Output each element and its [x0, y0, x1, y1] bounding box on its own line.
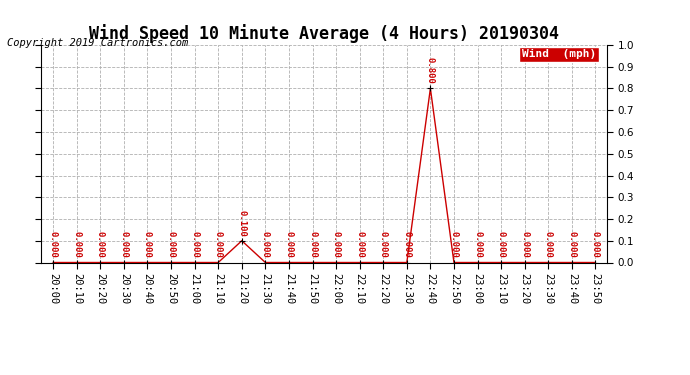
Text: 0.000: 0.000	[190, 231, 199, 258]
Text: 0.000: 0.000	[49, 231, 58, 258]
Text: 0.000: 0.000	[143, 231, 152, 258]
Text: 0.000: 0.000	[355, 231, 364, 258]
Text: 0.100: 0.100	[237, 210, 246, 237]
Text: 0.000: 0.000	[332, 231, 341, 258]
Text: 0.000: 0.000	[379, 231, 388, 258]
Text: 0.000: 0.000	[449, 231, 458, 258]
Text: 0.800: 0.800	[426, 57, 435, 84]
Text: 0.000: 0.000	[544, 231, 553, 258]
Text: 0.000: 0.000	[497, 231, 506, 258]
Text: 0.000: 0.000	[473, 231, 482, 258]
Text: 0.000: 0.000	[214, 231, 223, 258]
Text: 0.000: 0.000	[96, 231, 105, 258]
Text: 0.000: 0.000	[119, 231, 128, 258]
Text: Copyright 2019 Cartronics.com: Copyright 2019 Cartronics.com	[7, 38, 188, 48]
Text: 0.000: 0.000	[308, 231, 317, 258]
Text: 0.000: 0.000	[567, 231, 576, 258]
Text: Wind  (mph): Wind (mph)	[522, 50, 596, 59]
Text: 0.000: 0.000	[72, 231, 81, 258]
Text: 0.000: 0.000	[284, 231, 293, 258]
Text: 0.000: 0.000	[591, 231, 600, 258]
Text: 0.000: 0.000	[402, 231, 411, 258]
Text: Wind Speed 10 Minute Average (4 Hours) 20190304: Wind Speed 10 Minute Average (4 Hours) 2…	[89, 24, 560, 44]
Text: 0.000: 0.000	[166, 231, 175, 258]
Text: 0.000: 0.000	[261, 231, 270, 258]
Text: 0.000: 0.000	[520, 231, 529, 258]
